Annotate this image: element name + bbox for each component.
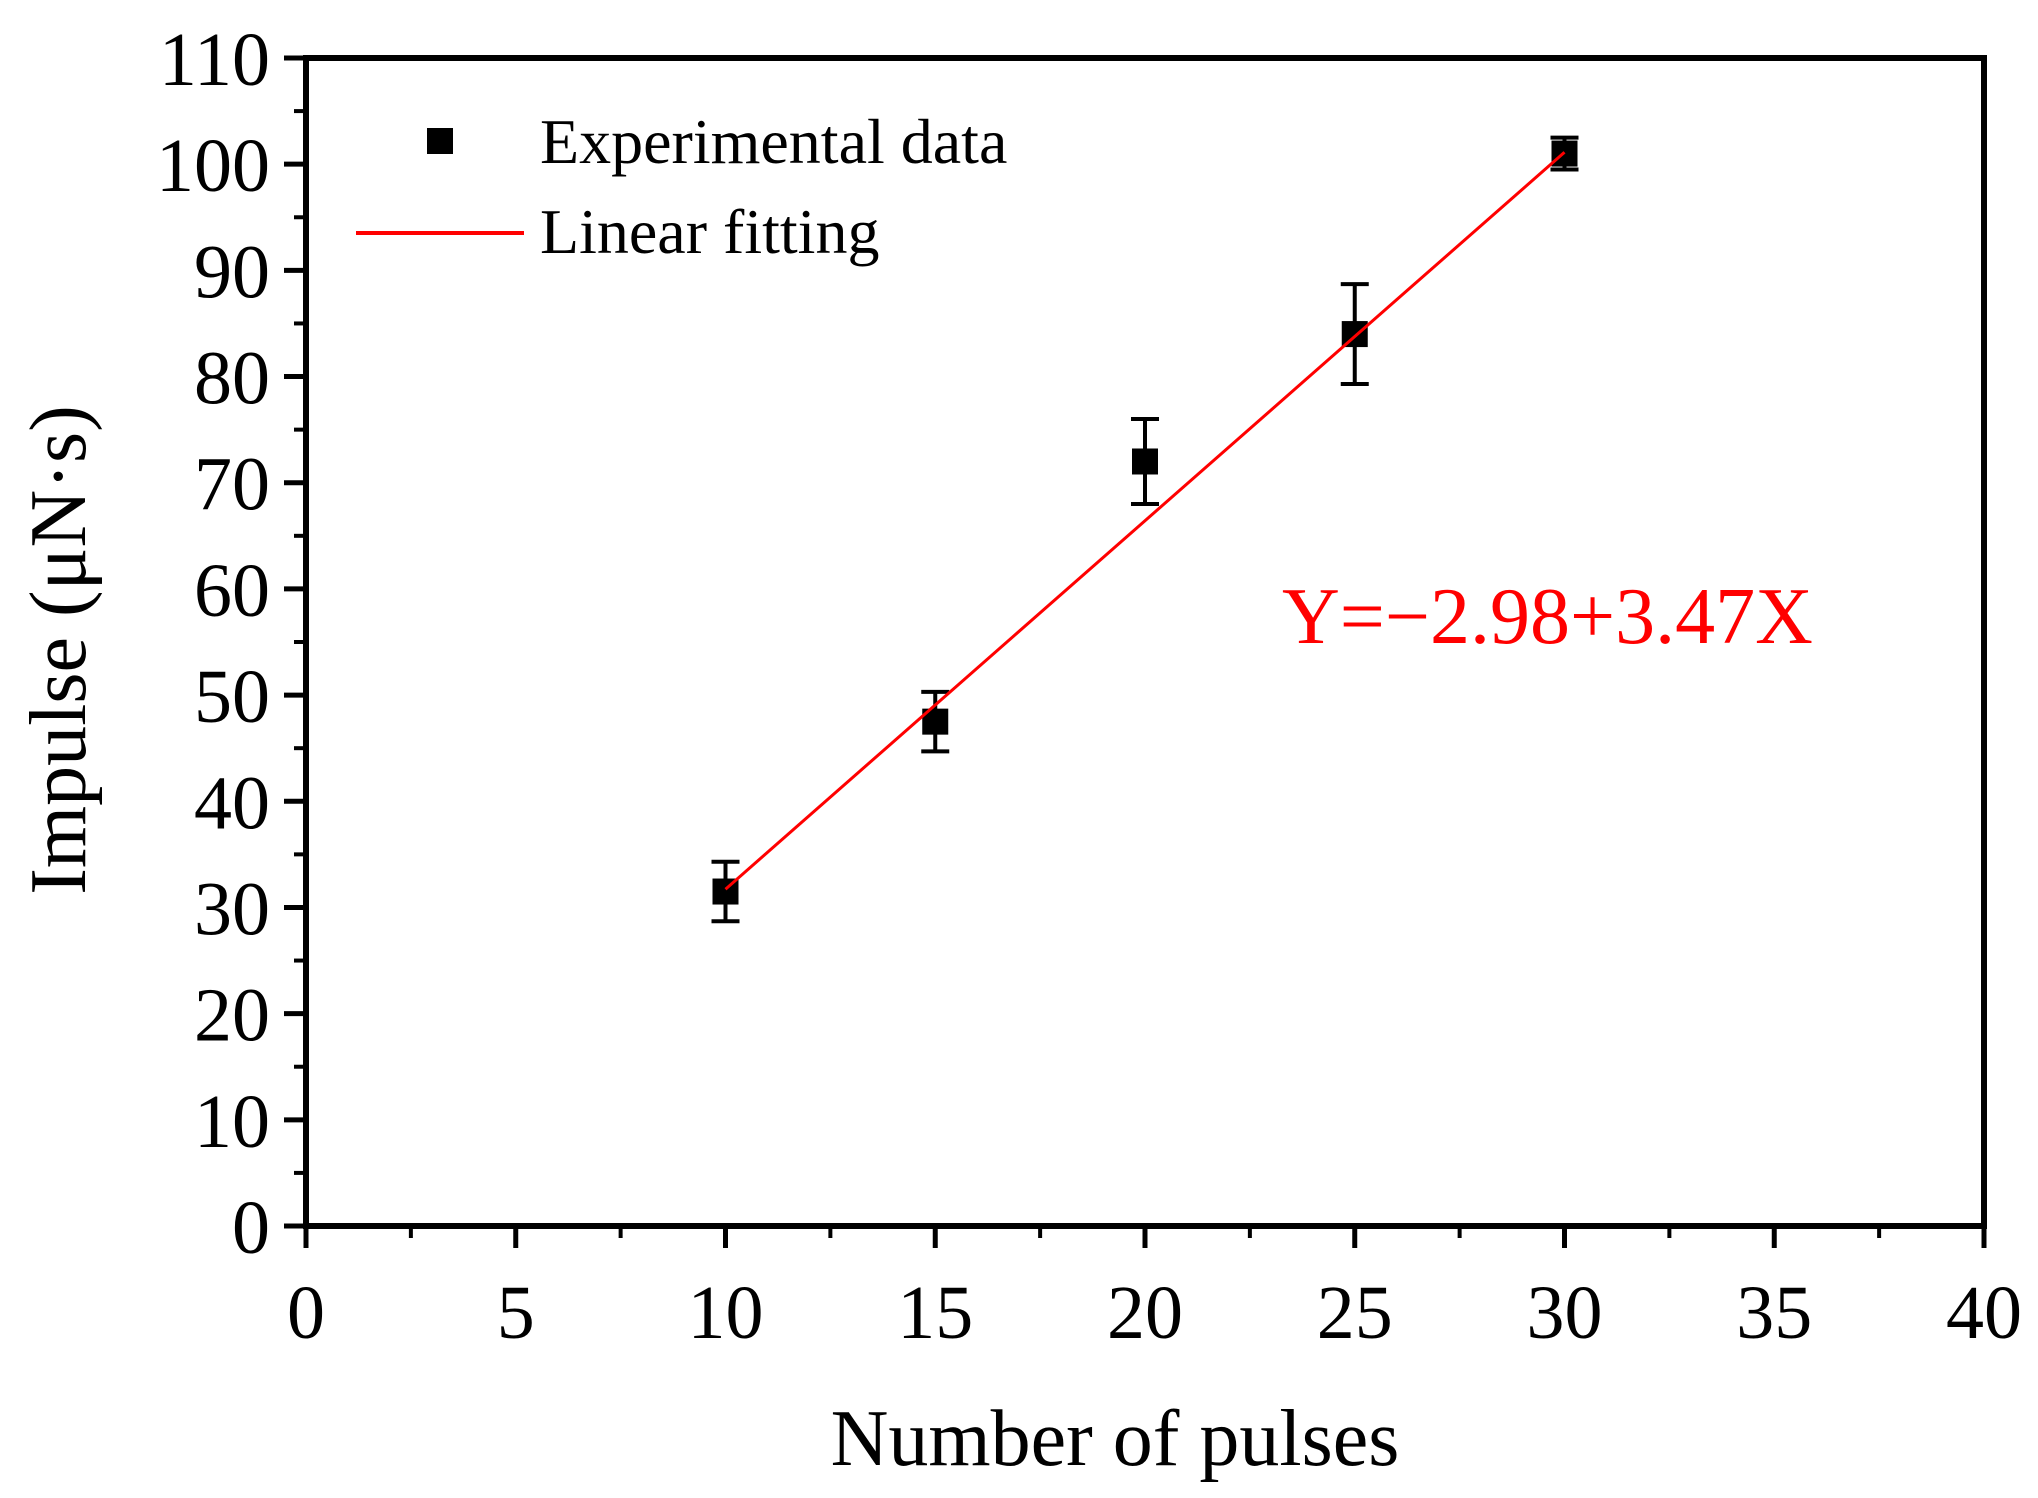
y-tick-labels: 0 10 20 30 40 50 60 70 80 90 100 110 [156, 18, 270, 1270]
x-tick-label: 20 [1107, 1271, 1183, 1355]
x-tick-label: 5 [497, 1271, 535, 1355]
x-tick-label: 40 [1946, 1271, 2022, 1355]
y-tick-label: 30 [194, 867, 270, 951]
major-ticks [284, 55, 1987, 1248]
fit-equation-annotation: Y=−2.98+3.47X [1282, 573, 1813, 661]
legend-label-experimental: Experimental data [540, 106, 1007, 177]
fit-line [724, 151, 1566, 891]
x-tick-label: 35 [1736, 1271, 1812, 1355]
legend-marker-square [427, 128, 453, 154]
minor-ticks [294, 109, 1882, 1238]
y-tick-label: 60 [194, 549, 270, 633]
y-tick-label: 50 [194, 655, 270, 739]
legend: Experimental data Linear fitting [356, 106, 1007, 267]
data-point [1132, 448, 1158, 475]
plot-marks [711, 135, 1579, 924]
x-tick-label: 30 [1527, 1271, 1603, 1355]
x-tick-labels: 0 5 10 15 20 25 30 35 40 [287, 1271, 2022, 1355]
y-tick-label: 20 [194, 974, 270, 1058]
y-axis-title: Impulse (μN·s) [15, 405, 103, 894]
x-axis-title: Number of pulses [831, 1395, 1400, 1483]
plot-frame [303, 55, 1987, 1229]
y-tick-label: 90 [194, 230, 270, 314]
y-tick-label: 40 [194, 761, 270, 845]
legend-label-fit: Linear fitting [540, 196, 879, 267]
y-tick-label: 10 [194, 1080, 270, 1164]
x-tick-label: 15 [897, 1271, 973, 1355]
y-tick-label: 80 [194, 337, 270, 421]
y-tick-label: 0 [232, 1186, 270, 1270]
x-tick-label: 0 [287, 1271, 325, 1355]
y-tick-label: 110 [159, 18, 270, 102]
y-tick-label: 100 [156, 124, 270, 208]
x-tick-label: 10 [688, 1271, 764, 1355]
x-tick-label: 25 [1317, 1271, 1393, 1355]
y-tick-label: 70 [194, 443, 270, 527]
